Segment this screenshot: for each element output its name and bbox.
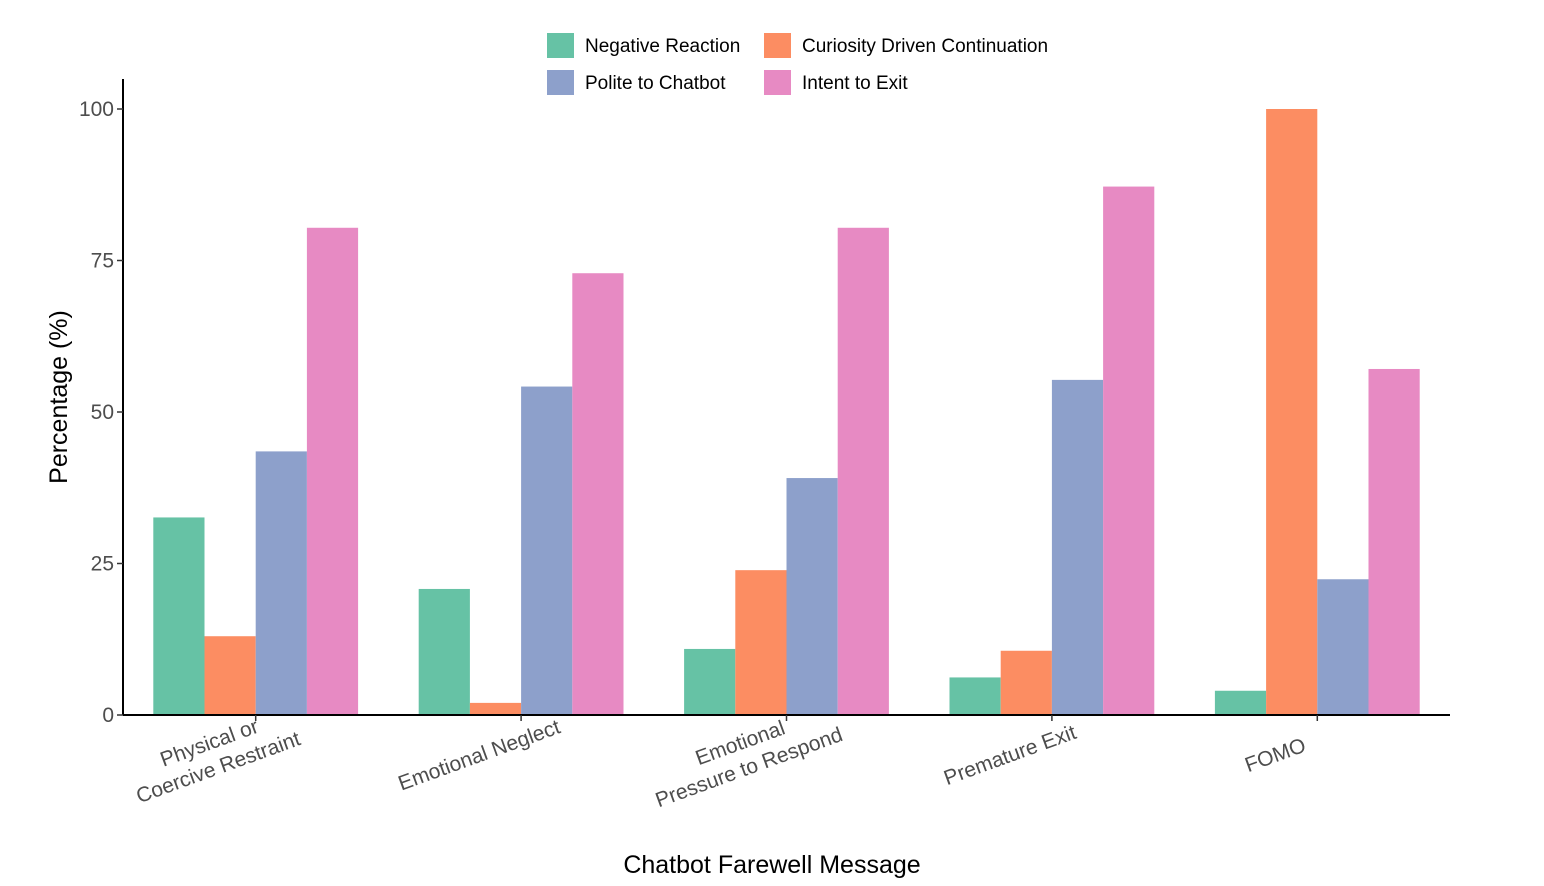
legend-swatch bbox=[764, 33, 791, 58]
bar-polite-to-chatbot bbox=[786, 478, 838, 715]
y-axis-ticks: 0 25 50 75 100 bbox=[79, 98, 123, 727]
x-axis-title: Chatbot Farewell Message bbox=[623, 851, 920, 879]
bars bbox=[153, 109, 1420, 715]
x-tick-label: Physical orCoercive Restraint bbox=[124, 703, 303, 808]
bar-negative-reaction bbox=[153, 517, 205, 715]
bar-negative-reaction bbox=[1214, 690, 1267, 715]
x-tick-label: Premature Exit bbox=[941, 721, 1080, 790]
y-tick-label: 75 bbox=[91, 250, 114, 273]
bar-curiosity-driven-continuation bbox=[735, 570, 787, 715]
bar-negative-reaction bbox=[418, 588, 470, 715]
bar-polite-to-chatbot bbox=[521, 386, 573, 715]
bar-curiosity-driven-continuation bbox=[1000, 650, 1052, 715]
legend-label: Negative Reaction bbox=[585, 36, 740, 57]
bar-negative-reaction bbox=[949, 677, 1001, 715]
y-tick-label: 100 bbox=[79, 98, 114, 121]
bar-intent-to-exit bbox=[572, 273, 624, 715]
bar-intent-to-exit bbox=[1368, 368, 1420, 715]
y-axis-title: Percentage (%) bbox=[45, 310, 73, 484]
bar-polite-to-chatbot bbox=[255, 451, 307, 715]
legend-swatch bbox=[547, 70, 574, 95]
bar-polite-to-chatbot bbox=[1317, 579, 1369, 715]
x-tick-label: Emotional Neglect bbox=[395, 715, 563, 795]
y-tick-label: 50 bbox=[91, 401, 114, 424]
y-tick-label: 0 bbox=[102, 704, 114, 727]
bar-curiosity-driven-continuation bbox=[1266, 109, 1318, 715]
legend-label: Intent to Exit bbox=[802, 73, 908, 94]
bar-negative-reaction bbox=[684, 648, 736, 715]
bar-intent-to-exit bbox=[306, 227, 359, 715]
y-tick-label: 25 bbox=[91, 553, 114, 576]
x-tick-label: FOMO bbox=[1242, 734, 1309, 777]
bar-intent-to-exit bbox=[1103, 186, 1155, 715]
bar-polite-to-chatbot bbox=[1051, 379, 1104, 715]
legend-swatch bbox=[764, 70, 791, 95]
bar-intent-to-exit bbox=[837, 227, 889, 715]
legend-label: Polite to Chatbot bbox=[585, 73, 726, 94]
legend: Negative Reaction Curiosity Driven Contin… bbox=[547, 33, 1048, 95]
bar-curiosity-driven-continuation bbox=[469, 702, 522, 715]
legend-swatch bbox=[547, 33, 574, 58]
legend-label: Curiosity Driven Continuation bbox=[802, 36, 1048, 57]
bar-curiosity-driven-continuation bbox=[204, 636, 256, 715]
